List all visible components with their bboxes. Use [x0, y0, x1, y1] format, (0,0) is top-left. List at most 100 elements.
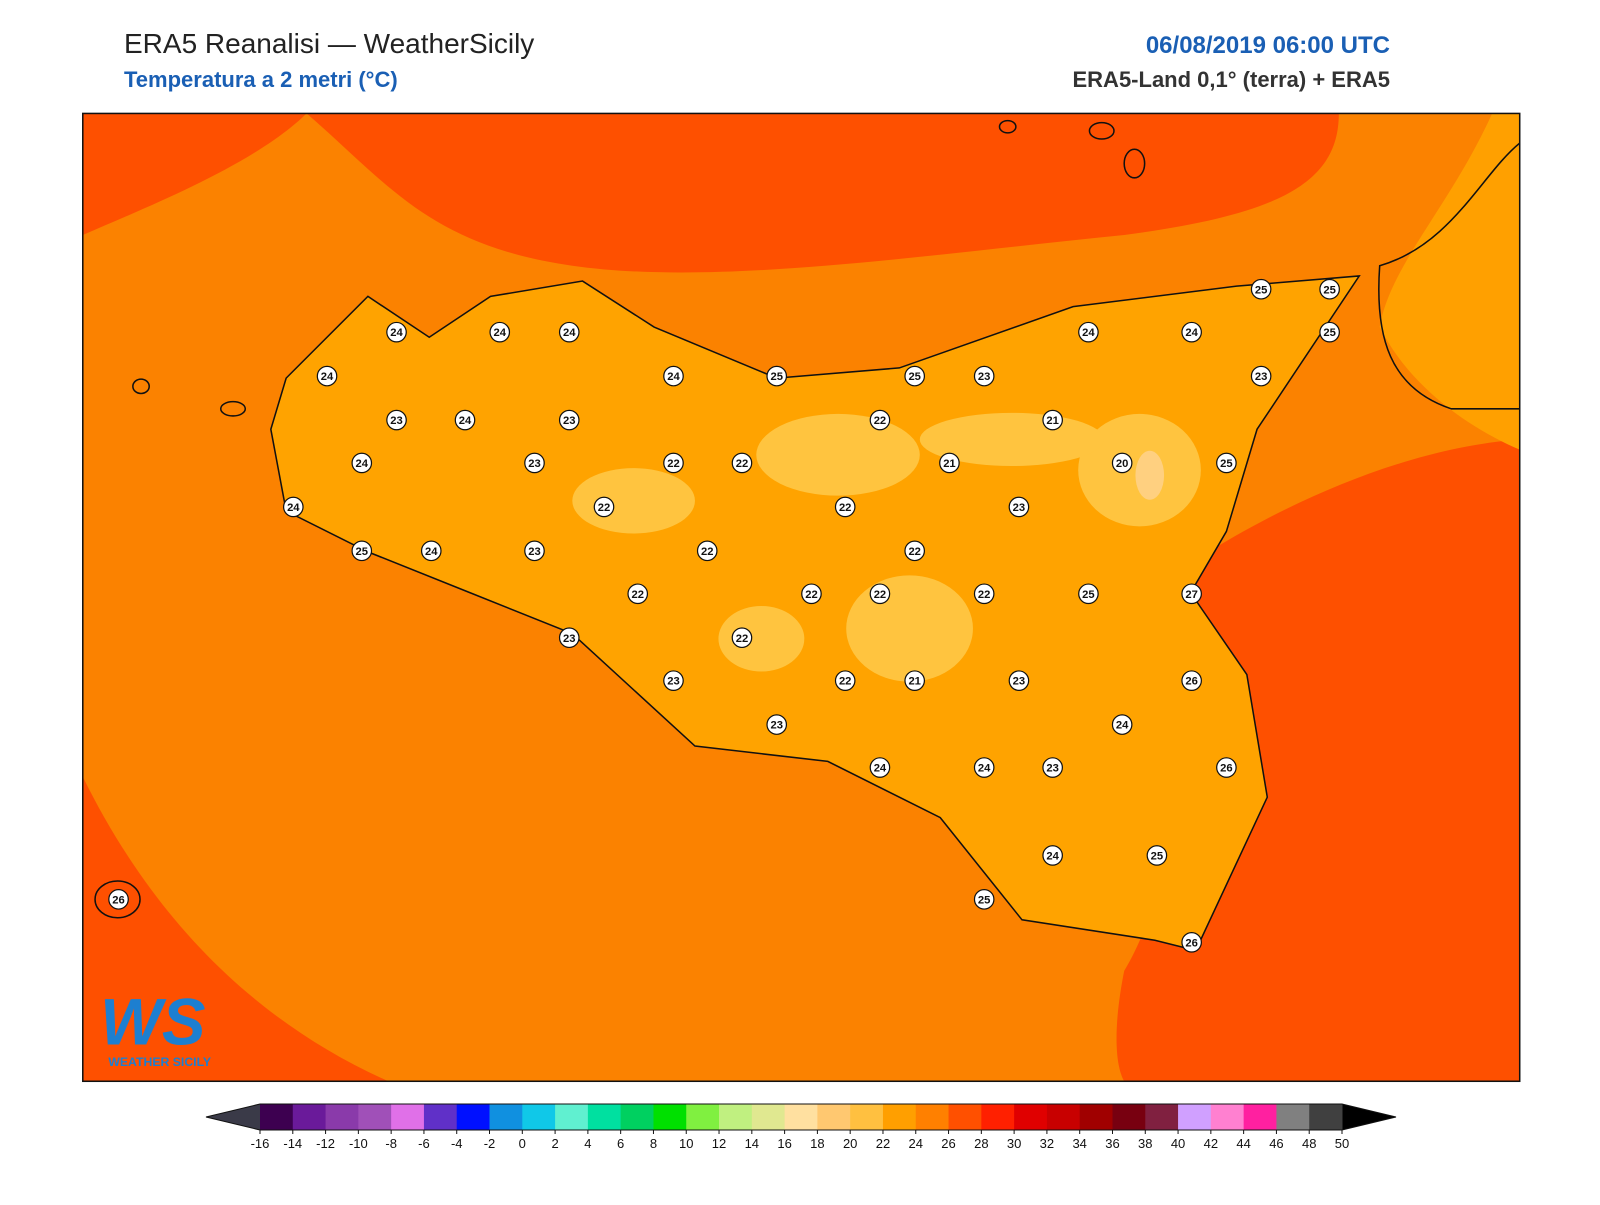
- station-value: 25: [908, 371, 921, 383]
- station-value: 25: [1323, 284, 1336, 296]
- colorbar-tick-label: -6: [418, 1136, 430, 1151]
- island: [1088, 121, 1115, 140]
- colorbar-tick-label: 36: [1105, 1136, 1119, 1151]
- colorbar-segment: [391, 1104, 425, 1130]
- colorbar-tick-label: -14: [283, 1136, 302, 1151]
- station-marker: [1008, 496, 1030, 518]
- station-value: 24: [1082, 327, 1095, 339]
- station-marker: [351, 452, 373, 474]
- colorbar-tick-label: 18: [810, 1136, 824, 1151]
- colorbar-tick-label: 50: [1335, 1136, 1349, 1151]
- station-marker: [1078, 583, 1099, 605]
- colorbar-tick-label: -10: [349, 1136, 368, 1151]
- station-marker: [1250, 365, 1272, 387]
- station-value: 21: [908, 676, 921, 688]
- station-value: 26: [1185, 676, 1198, 688]
- station-value: 23: [563, 415, 575, 427]
- station-value: 23: [528, 458, 540, 470]
- station-marker: [1250, 278, 1272, 300]
- colorbar-tick-label: -16: [251, 1136, 270, 1151]
- station-marker: [731, 627, 753, 649]
- station-marker: [973, 583, 995, 605]
- station-marker: [766, 714, 788, 735]
- station-value: 25: [1255, 284, 1268, 296]
- colorbar-segment: [686, 1104, 720, 1130]
- station-marker: [869, 757, 891, 778]
- station-value: 22: [701, 546, 714, 558]
- colorbar-segment: [817, 1104, 851, 1130]
- colorbar-segment: [358, 1104, 392, 1130]
- colorbar-segment: [915, 1104, 950, 1130]
- mild-zone: [1379, 113, 1520, 450]
- station-value: 24: [425, 546, 438, 558]
- colorbar-segment: [784, 1104, 818, 1130]
- station-marker: [386, 409, 407, 431]
- cool-zone: [846, 575, 973, 682]
- station-value: 21: [943, 458, 956, 470]
- colorbar-segment: [882, 1104, 917, 1130]
- station-marker: [663, 452, 684, 474]
- station-value: 25: [1082, 589, 1095, 601]
- station-marker: [904, 365, 926, 387]
- station-marker: [593, 496, 615, 518]
- source: ERA5-Land 0,1° (terra) + ERA5: [1073, 67, 1391, 92]
- colorbar-tick-label: -8: [385, 1136, 397, 1151]
- cool-zone: [718, 606, 805, 672]
- station-value: 24: [1116, 720, 1129, 732]
- station-value: 24: [287, 502, 300, 514]
- station-marker: [731, 452, 753, 474]
- station-marker: [1216, 757, 1237, 778]
- colorbar-outline: [205, 1103, 1397, 1131]
- colorbar-segment: [981, 1104, 1015, 1130]
- warm-zone: [82, 776, 389, 1082]
- station-marker: [1042, 757, 1063, 778]
- cool-core: [1135, 450, 1165, 500]
- station-marker: [489, 321, 511, 343]
- station-value: 22: [839, 676, 851, 688]
- date: 06/08/2019 06:00 UTC: [1146, 32, 1390, 59]
- station-marker: [316, 365, 338, 387]
- station-marker: [1319, 321, 1340, 343]
- station-value: 23: [1013, 676, 1026, 688]
- colorbar-tick-label: 2: [551, 1136, 558, 1151]
- station-value: 22: [736, 633, 749, 645]
- station-marker: [351, 540, 373, 562]
- colorbar-segment: [522, 1104, 556, 1130]
- station-marker: [1319, 278, 1340, 300]
- colorbar-segment: [489, 1104, 523, 1130]
- station-value: 22: [908, 546, 921, 558]
- station-value: 24: [563, 327, 576, 339]
- cool-zone: [756, 413, 920, 496]
- map: 24 24 24 24 23 24 23 24 23 24 25 25 23 24 24 25 25 25 23 22…: [82, 112, 1521, 1083]
- island: [998, 119, 1017, 134]
- colorbar-segment: [1112, 1104, 1146, 1130]
- colorbar-segment: [1243, 1104, 1277, 1130]
- warm-zone: [306, 113, 1339, 273]
- colorbar-tick-label: 12: [712, 1136, 726, 1151]
- station-marker: [1111, 452, 1133, 474]
- colorbar-tick-label: 6: [617, 1136, 624, 1151]
- station-marker: [627, 583, 649, 605]
- colorbar-segment: [1309, 1104, 1343, 1130]
- station-marker: [904, 670, 926, 691]
- colorbar-tick-label: 34: [1072, 1136, 1086, 1151]
- colorbar-segment: [1046, 1104, 1081, 1130]
- station-value: 23: [1255, 371, 1268, 383]
- station-marker: [834, 670, 856, 691]
- island: [132, 378, 150, 395]
- colorbar-tick-label: 22: [876, 1136, 890, 1151]
- colorbar-tick-label: 42: [1204, 1136, 1218, 1151]
- colorbar-tick-label: 32: [1040, 1136, 1054, 1151]
- station-value: 22: [978, 589, 991, 601]
- title: ERA5 Reanalisi — WeatherSicily: [124, 28, 534, 59]
- colorbar-tick-label: 48: [1302, 1136, 1316, 1151]
- station-marker: [108, 889, 129, 910]
- station-marker: [386, 321, 407, 343]
- station-marker: [1181, 931, 1202, 953]
- colorbar-tick-label: 14: [745, 1136, 759, 1151]
- station-value: 23: [390, 415, 403, 427]
- colorbar-tick-label: 10: [679, 1136, 693, 1151]
- station-value: 23: [978, 371, 991, 383]
- colorbar-tick-label: 0: [519, 1136, 526, 1151]
- station-marker: [420, 540, 442, 562]
